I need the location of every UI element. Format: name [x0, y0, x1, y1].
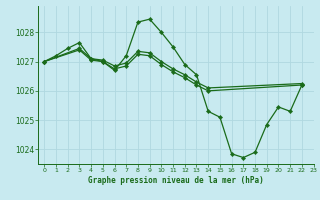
X-axis label: Graphe pression niveau de la mer (hPa): Graphe pression niveau de la mer (hPa)	[88, 176, 264, 185]
